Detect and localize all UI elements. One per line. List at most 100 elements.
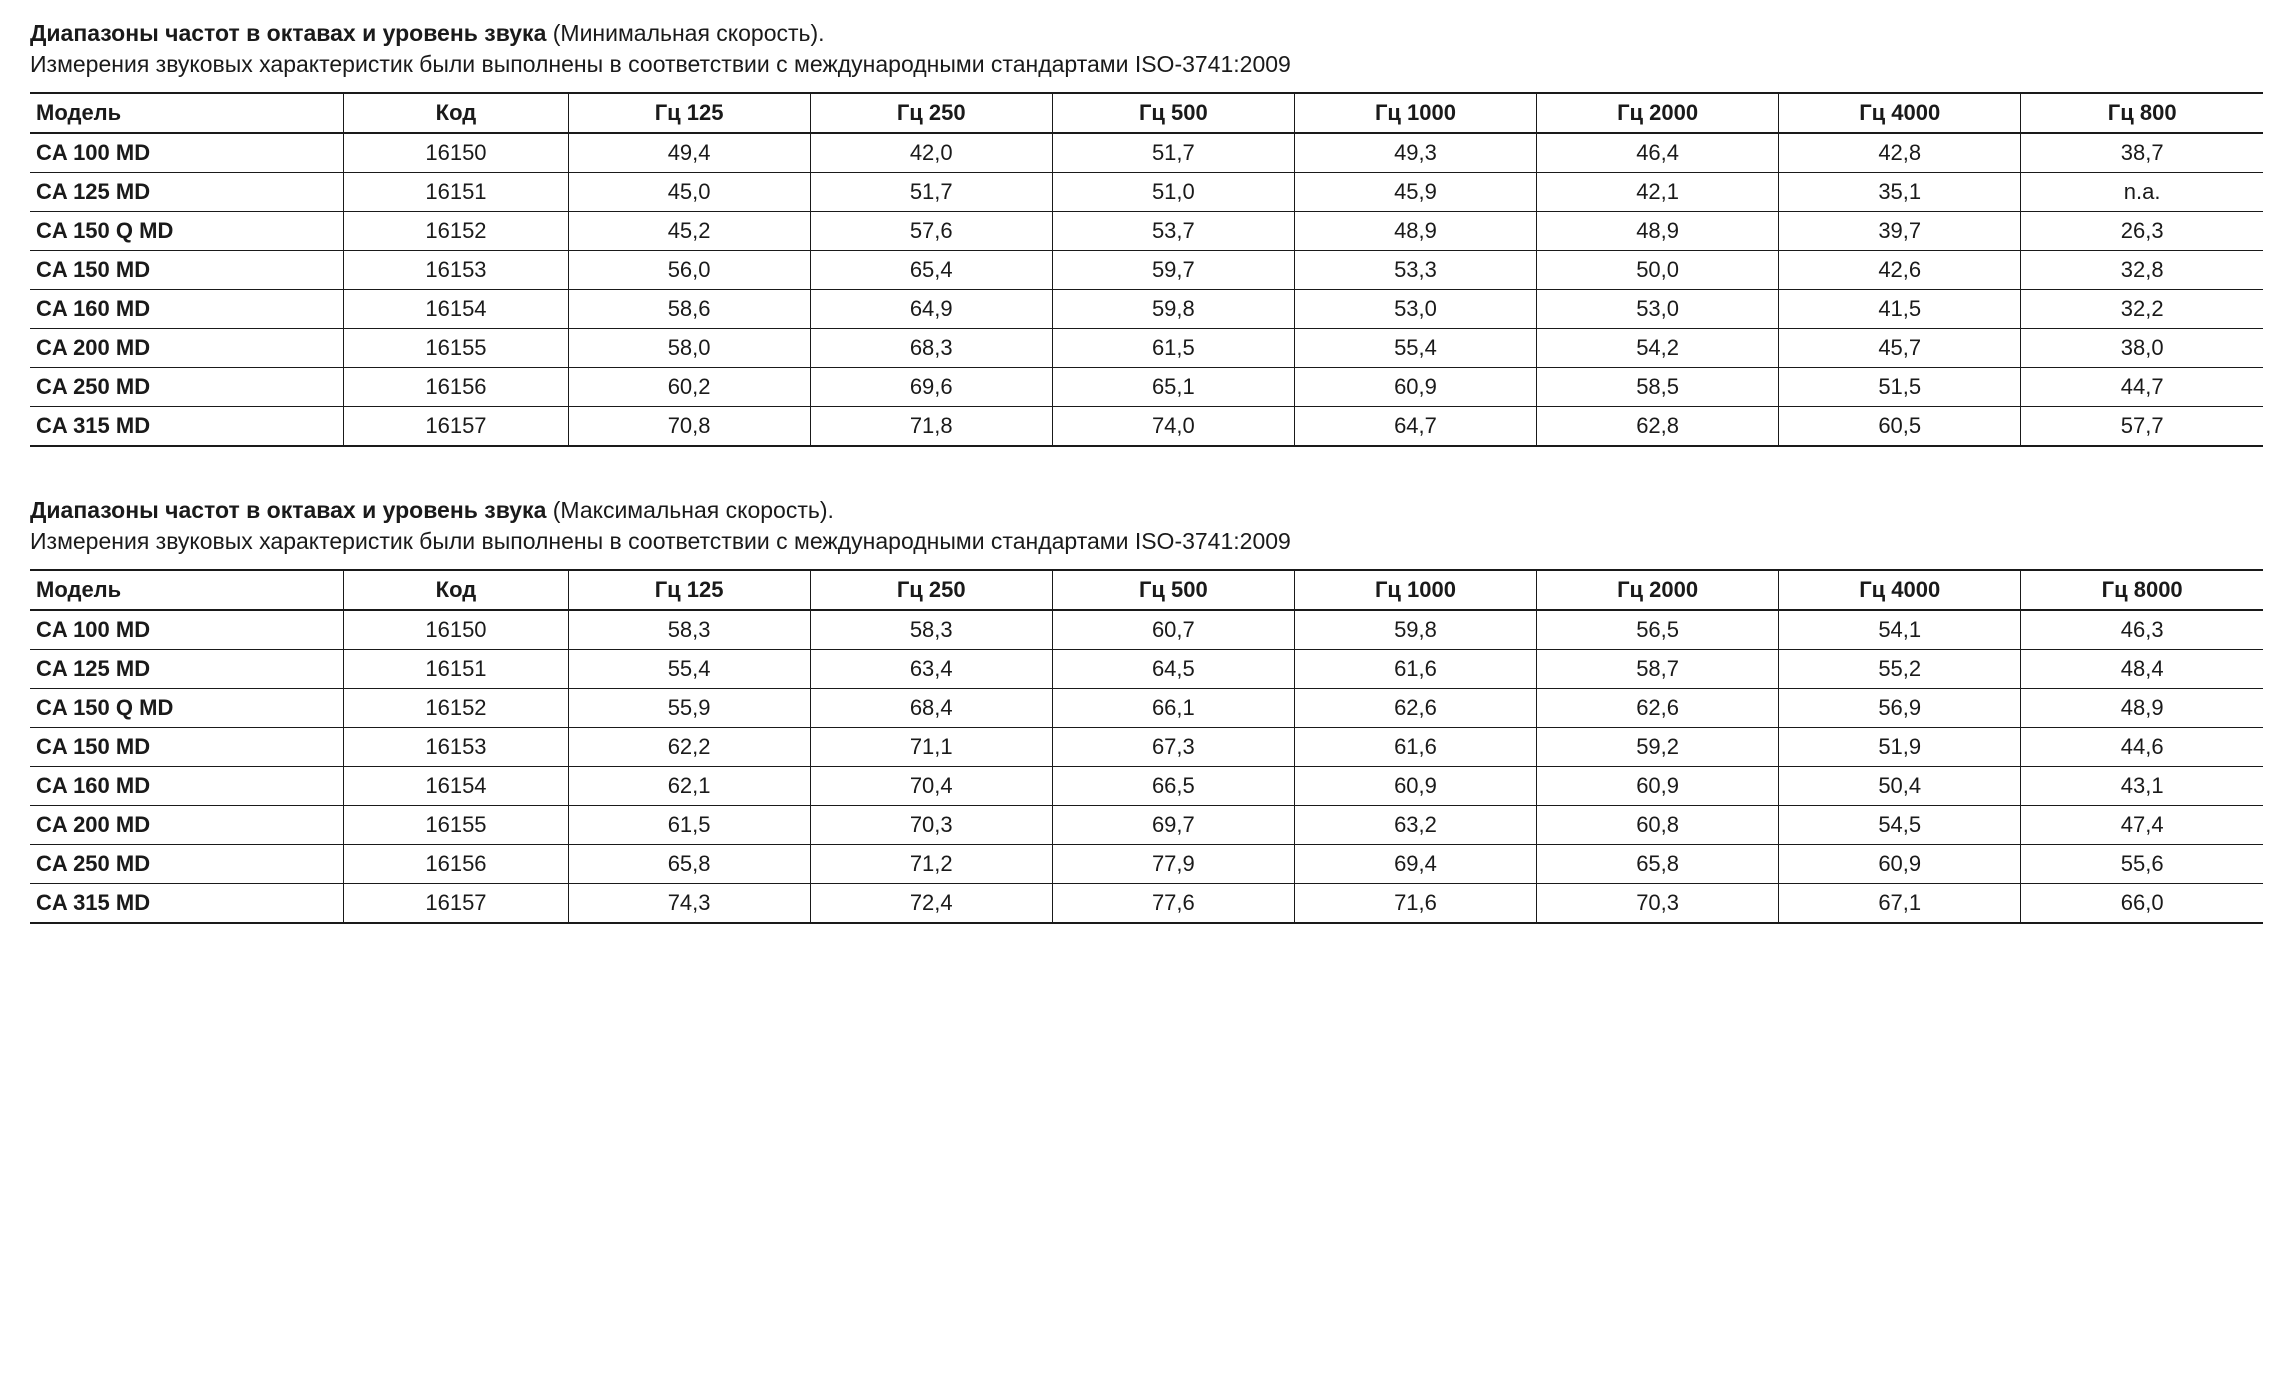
- table-row: CA 315 MD1615774,372,477,671,670,367,166…: [30, 884, 2263, 924]
- cell-model: CA 125 MD: [30, 173, 344, 212]
- cell-hz2000: 54,2: [1537, 329, 1779, 368]
- cell-code: 16153: [344, 251, 568, 290]
- table-header-row: Модель Код Гц 125 Гц 250 Гц 500 Гц 1000 …: [30, 570, 2263, 610]
- cell-hz500: 59,8: [1052, 290, 1294, 329]
- cell-hz4000: 54,5: [1779, 806, 2021, 845]
- header-hz250: Гц 250: [810, 93, 1052, 133]
- header-hz2000: Гц 2000: [1537, 570, 1779, 610]
- section-min-speed: Диапазоны частот в октавах и уровень зву…: [30, 20, 2263, 447]
- cell-hz2000: 58,5: [1537, 368, 1779, 407]
- cell-hz2000: 53,0: [1537, 290, 1779, 329]
- cell-hz8000: 47,4: [2021, 806, 2263, 845]
- cell-hz250: 64,9: [810, 290, 1052, 329]
- table-row: CA 125 MD1615155,463,464,561,658,755,248…: [30, 650, 2263, 689]
- cell-hz250: 72,4: [810, 884, 1052, 924]
- cell-hz1000: 63,2: [1294, 806, 1536, 845]
- cell-hz500: 53,7: [1052, 212, 1294, 251]
- cell-hz125: 58,0: [568, 329, 810, 368]
- cell-hz8000: 26,3: [2021, 212, 2263, 251]
- cell-model: CA 315 MD: [30, 884, 344, 924]
- cell-model: CA 250 MD: [30, 845, 344, 884]
- header-hz125: Гц 125: [568, 93, 810, 133]
- cell-hz125: 70,8: [568, 407, 810, 447]
- title-regular: (Минимальная скорость).: [546, 20, 824, 46]
- cell-model: CA 150 MD: [30, 251, 344, 290]
- title-bold: Диапазоны частот в октавах и уровень зву…: [30, 20, 546, 46]
- table-body-max: CA 100 MD1615058,358,360,759,856,554,146…: [30, 610, 2263, 923]
- cell-code: 16156: [344, 368, 568, 407]
- cell-hz2000: 48,9: [1537, 212, 1779, 251]
- cell-hz4000: 35,1: [1779, 173, 2021, 212]
- cell-model: CA 150 Q MD: [30, 689, 344, 728]
- cell-hz4000: 41,5: [1779, 290, 2021, 329]
- table-row: CA 150 Q MD1615255,968,466,162,662,656,9…: [30, 689, 2263, 728]
- cell-hz4000: 54,1: [1779, 610, 2021, 650]
- cell-hz8000: 57,7: [2021, 407, 2263, 447]
- header-hz4000: Гц 4000: [1779, 93, 2021, 133]
- cell-hz4000: 60,9: [1779, 845, 2021, 884]
- cell-hz4000: 67,1: [1779, 884, 2021, 924]
- cell-hz8000: 46,3: [2021, 610, 2263, 650]
- cell-hz250: 71,8: [810, 407, 1052, 447]
- cell-hz250: 58,3: [810, 610, 1052, 650]
- header-hz1000: Гц 1000: [1294, 570, 1536, 610]
- section-title: Диапазоны частот в октавах и уровень зву…: [30, 20, 2263, 47]
- cell-hz1000: 45,9: [1294, 173, 1536, 212]
- cell-hz125: 58,3: [568, 610, 810, 650]
- header-hz500: Гц 500: [1052, 93, 1294, 133]
- table-row: CA 315 MD1615770,871,874,064,762,860,557…: [30, 407, 2263, 447]
- cell-hz2000: 46,4: [1537, 133, 1779, 173]
- cell-hz125: 55,9: [568, 689, 810, 728]
- cell-hz2000: 42,1: [1537, 173, 1779, 212]
- cell-code: 16154: [344, 290, 568, 329]
- cell-model: CA 150 Q MD: [30, 212, 344, 251]
- header-hz500: Гц 500: [1052, 570, 1294, 610]
- header-hz8000: Гц 8000: [2021, 570, 2263, 610]
- cell-hz2000: 62,6: [1537, 689, 1779, 728]
- cell-hz2000: 56,5: [1537, 610, 1779, 650]
- cell-hz4000: 42,6: [1779, 251, 2021, 290]
- cell-model: CA 160 MD: [30, 767, 344, 806]
- cell-hz125: 74,3: [568, 884, 810, 924]
- cell-hz125: 62,2: [568, 728, 810, 767]
- cell-hz8000: 32,2: [2021, 290, 2263, 329]
- cell-hz250: 69,6: [810, 368, 1052, 407]
- cell-hz4000: 60,5: [1779, 407, 2021, 447]
- cell-hz125: 60,2: [568, 368, 810, 407]
- cell-code: 16150: [344, 133, 568, 173]
- cell-model: CA 200 MD: [30, 329, 344, 368]
- cell-hz250: 65,4: [810, 251, 1052, 290]
- cell-model: CA 315 MD: [30, 407, 344, 447]
- cell-hz2000: 60,9: [1537, 767, 1779, 806]
- cell-hz125: 49,4: [568, 133, 810, 173]
- title-regular: (Максимальная скорость).: [546, 497, 834, 523]
- cell-hz1000: 53,3: [1294, 251, 1536, 290]
- cell-model: CA 100 MD: [30, 610, 344, 650]
- cell-code: 16151: [344, 173, 568, 212]
- cell-hz1000: 62,6: [1294, 689, 1536, 728]
- cell-hz500: 65,1: [1052, 368, 1294, 407]
- cell-hz125: 45,0: [568, 173, 810, 212]
- cell-hz8000: 55,6: [2021, 845, 2263, 884]
- cell-hz1000: 49,3: [1294, 133, 1536, 173]
- cell-hz2000: 50,0: [1537, 251, 1779, 290]
- cell-hz2000: 65,8: [1537, 845, 1779, 884]
- header-hz1000: Гц 1000: [1294, 93, 1536, 133]
- cell-hz1000: 55,4: [1294, 329, 1536, 368]
- cell-hz2000: 58,7: [1537, 650, 1779, 689]
- cell-hz1000: 53,0: [1294, 290, 1536, 329]
- cell-model: CA 160 MD: [30, 290, 344, 329]
- table-row: CA 150 MD1615356,065,459,753,350,042,632…: [30, 251, 2263, 290]
- cell-hz250: 71,2: [810, 845, 1052, 884]
- cell-hz1000: 71,6: [1294, 884, 1536, 924]
- table-row: CA 200 MD1615561,570,369,763,260,854,547…: [30, 806, 2263, 845]
- cell-hz1000: 48,9: [1294, 212, 1536, 251]
- table-min-speed: Модель Код Гц 125 Гц 250 Гц 500 Гц 1000 …: [30, 92, 2263, 447]
- cell-hz2000: 60,8: [1537, 806, 1779, 845]
- cell-hz500: 69,7: [1052, 806, 1294, 845]
- cell-hz1000: 60,9: [1294, 368, 1536, 407]
- cell-hz1000: 61,6: [1294, 728, 1536, 767]
- cell-code: 16153: [344, 728, 568, 767]
- cell-hz125: 56,0: [568, 251, 810, 290]
- cell-hz8000: 32,8: [2021, 251, 2263, 290]
